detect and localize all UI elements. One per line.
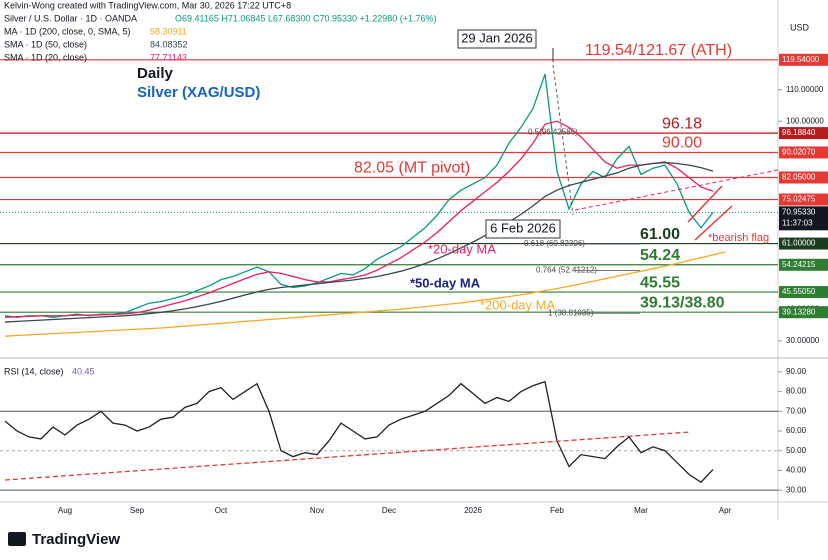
legend-value: 77.71143 (150, 52, 187, 62)
fib-label: 0.764 (52.41212) (536, 266, 597, 275)
x-tick-label: Aug (58, 506, 72, 515)
level-axis-box (779, 171, 828, 184)
level-axis-box (779, 193, 828, 206)
level-axis-label: 45.55050 (782, 287, 816, 296)
level-axis-box (779, 146, 828, 159)
x-tick-label: Nov (310, 506, 324, 515)
level-axis-label: 96.18840 (782, 128, 816, 137)
fib-label: 0.5(96.42585) (528, 127, 578, 136)
y-tick-label: 80.00 (786, 387, 807, 396)
legend-value: 84.08352 (150, 39, 188, 49)
fib-label: 0.618 (60.82306) (524, 239, 585, 248)
last-price-box (779, 206, 828, 231)
rsi-pane: 30.00 40.00 50.00 60.00 70.00 80.00 90.00 RSI (… (0, 366, 807, 515)
credit: Kelvin-Wong created with TradingView.com… (4, 0, 291, 10)
level-axis-label: 75.02475 (782, 195, 816, 204)
level-axis-label: 54.24215 (782, 260, 816, 269)
y-tick-label: 30.00 (786, 485, 807, 494)
level-axis-label: 39.13280 (782, 307, 816, 316)
y-tick-label: 90.00 (786, 367, 807, 376)
x-tick-label: Dec (382, 506, 396, 515)
series-line (4, 73, 714, 318)
x-tick-label: Feb (550, 506, 564, 515)
low-date: 6 Feb 2026 (490, 220, 556, 235)
y-tick-label: 100.00000 (786, 116, 824, 125)
rsi-title: RSI (14, close) (4, 366, 64, 376)
y-tick-label: 50.00 (786, 446, 807, 455)
ma200-label: *200-day MA (480, 297, 555, 312)
symbol: Silver / U.S. Dollar · 1D · OANDA (4, 13, 137, 23)
level-label: 96.18 (662, 115, 702, 132)
level-axis-label: 90.02070 (782, 148, 816, 157)
rsi-trend-line (4, 431, 691, 481)
logo (8, 532, 26, 546)
x-tick-label: 2026 (464, 506, 482, 515)
x-tick-label: Mar (634, 506, 648, 515)
x-tick-label: Sep (130, 506, 145, 515)
label-box (485, 219, 561, 239)
level-axis-label: 82.05000 (782, 173, 816, 182)
flag-label: *bearish flag (708, 232, 769, 244)
fib-label: 1 (38.81035) (548, 308, 594, 317)
legend-name: SMA · 1D (20, close) (4, 52, 87, 62)
x-tick-label: Apr (719, 506, 732, 515)
price-pane: 30.0000040.00000100.00000110.00000119.54… (0, 26, 828, 345)
ohlc: O69.41165 H71.06845 L67.68300 C70.95330 … (175, 13, 437, 23)
label-box (457, 29, 537, 49)
flag-line (687, 185, 723, 223)
last-price-label: 70.95330 (782, 207, 816, 216)
level-label: 54.24 (640, 247, 680, 264)
level-axis-label: 119.54000 (782, 55, 820, 64)
rsi-value: 40.45 (72, 366, 95, 376)
ma20-label: *20-day MA (428, 241, 496, 256)
level-axis-box (779, 306, 828, 319)
level-label: 119.54/121.67 (ATH) (585, 42, 732, 59)
level-label: 90.00 (662, 135, 702, 152)
series-line (4, 380, 714, 484)
y-tick-label: 30.00000 (786, 336, 820, 345)
level-axis-box (779, 127, 828, 140)
level-axis-label: 61.00000 (782, 239, 816, 248)
currency: USD (790, 22, 810, 32)
series-line (4, 120, 714, 318)
y-tick-label: 40.00 (786, 466, 807, 475)
legend-value: 58.30911 (150, 26, 187, 36)
timeframe: Daily (137, 65, 174, 82)
x-tick-label: Oct (215, 506, 228, 515)
legend-name: SMA · 1D (50, close) (4, 39, 87, 49)
series-line (4, 251, 726, 337)
series-line (4, 161, 714, 323)
level-label: 39.13/38.80 (640, 294, 725, 311)
ma50-label: *50-day MA (410, 275, 481, 290)
footer-brand: TradingView (32, 531, 120, 548)
y-tick-label: 110.00000 (786, 85, 824, 94)
instrument: Silver (XAG/USD) (137, 84, 260, 101)
countdown: 11:37:03 (782, 218, 813, 227)
level-axis-box (779, 258, 828, 271)
legend-name: MA · 1D (200, close, 0, SMA, 5) (4, 26, 131, 36)
level-label: 61.00 (640, 226, 680, 243)
y-tick-label: 60.00 (786, 426, 807, 435)
level-axis-box (779, 53, 828, 66)
flag-line (694, 205, 733, 241)
y-tick-label: 70.00 (786, 406, 807, 415)
swing-line (552, 64, 574, 216)
level-label: 82.05 (MT pivot) (354, 160, 470, 177)
peak-date: 29 Jan 2026 (461, 30, 533, 45)
level-label: 45.55 (640, 274, 680, 291)
level-axis-box (779, 237, 828, 250)
level-axis-box (779, 286, 828, 299)
